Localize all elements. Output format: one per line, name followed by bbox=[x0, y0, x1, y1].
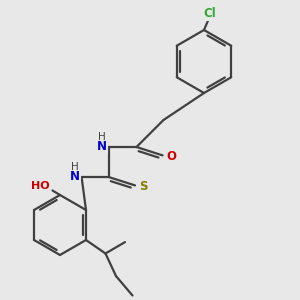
Text: S: S bbox=[139, 180, 148, 194]
Text: HO: HO bbox=[31, 181, 50, 191]
Text: N: N bbox=[97, 140, 107, 154]
Text: Cl: Cl bbox=[204, 7, 216, 20]
Text: O: O bbox=[166, 150, 176, 164]
Text: H: H bbox=[71, 162, 79, 172]
Text: N: N bbox=[70, 170, 80, 184]
Text: H: H bbox=[98, 132, 106, 142]
